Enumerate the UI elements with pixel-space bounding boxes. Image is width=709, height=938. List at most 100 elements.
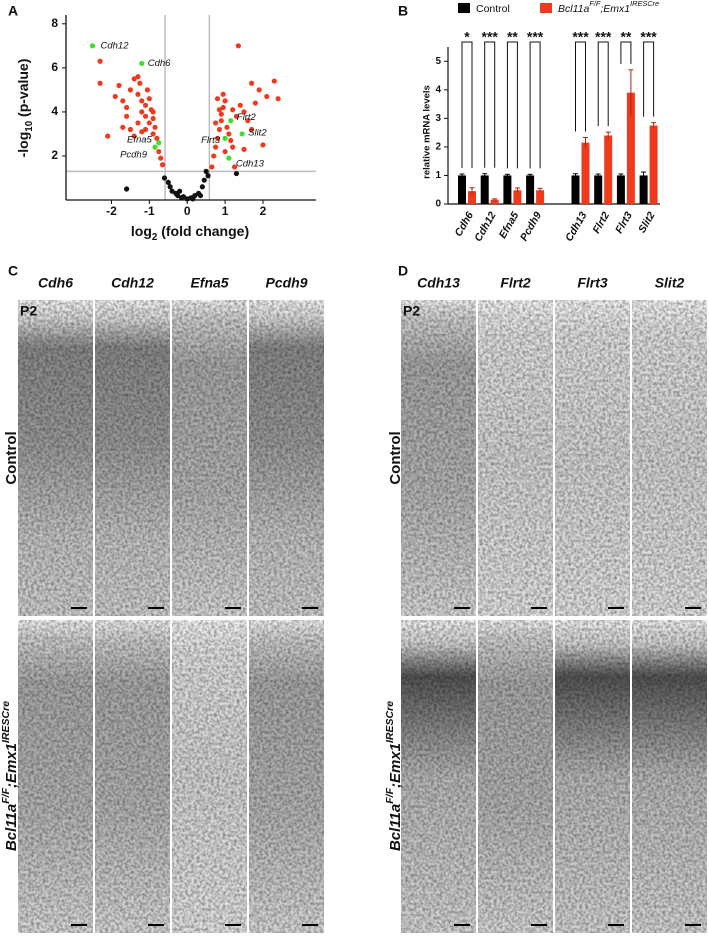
micrograph-texture — [632, 620, 707, 933]
column-header: Cdh6 — [38, 275, 73, 291]
point-label: Slit2 — [248, 127, 267, 138]
data-point — [116, 82, 122, 89]
micrograph-texture — [632, 300, 707, 616]
text-part: F/F — [384, 787, 396, 803]
point-label: Cdh13 — [236, 159, 265, 170]
legend-label: Bcl11aF/F;Emx1IRESCre — [558, 0, 659, 15]
micrograph-texture — [172, 620, 247, 933]
x-tick-label: Cdh6 — [452, 210, 476, 239]
column-header: Flrt3 — [577, 275, 608, 291]
text-part: Bcl11a — [558, 3, 589, 15]
text-part: -log — [15, 132, 31, 158]
data-point — [205, 173, 211, 179]
x-axis-label: log2 (fold change) — [131, 223, 249, 243]
column-header: Pcdh9 — [265, 275, 307, 291]
error-bar — [537, 187, 543, 193]
data-point — [213, 120, 219, 126]
significance-bracket — [643, 41, 655, 117]
bar — [513, 190, 522, 204]
data-point — [231, 164, 238, 170]
significance-bracket — [461, 41, 473, 169]
legend-swatch — [458, 3, 470, 13]
bar — [649, 125, 658, 204]
significance-bracket — [620, 41, 632, 64]
x-tick-label: Flrt3 — [613, 210, 635, 236]
micrograph-texture — [401, 300, 476, 616]
data-point — [201, 177, 207, 183]
data-point — [271, 78, 277, 84]
data-point — [256, 87, 262, 93]
column-header: Slit2 — [655, 275, 685, 291]
significance-bracket — [597, 41, 609, 127]
bar — [458, 175, 466, 204]
x-tick-label: -1 — [144, 204, 155, 218]
row-label: Bcl11aF/F;Emx1IRESCre — [0, 701, 20, 851]
data-point — [199, 184, 205, 190]
point-label: Flrt2 — [237, 112, 257, 123]
micrograph-texture — [478, 300, 553, 616]
y-tick-label: 5 — [435, 56, 441, 67]
data-point — [139, 60, 145, 67]
data-point — [260, 142, 266, 148]
y-tick-label: 2 — [51, 148, 58, 162]
text-part: 2 — [152, 232, 158, 243]
significance-bracket — [529, 41, 541, 169]
data-point — [214, 96, 221, 102]
data-point — [156, 140, 162, 146]
significance-label: *** — [595, 29, 612, 45]
x-tick-label: 2 — [260, 204, 267, 218]
bar — [639, 175, 648, 204]
data-point — [239, 131, 245, 137]
micrograph-texture — [249, 620, 324, 933]
micrograph-texture — [555, 300, 630, 616]
text-part: log — [131, 223, 152, 239]
data-point — [144, 87, 151, 93]
data-point — [249, 80, 255, 86]
panel-label: A — [8, 3, 18, 19]
data-point — [146, 120, 152, 126]
text-part: Bcl11a — [3, 804, 20, 851]
panel-label: C — [8, 263, 18, 279]
text-part: Bcl11a — [387, 804, 404, 851]
data-point — [197, 192, 204, 199]
bar — [526, 175, 535, 204]
data-point — [222, 98, 228, 104]
error-bar — [641, 171, 647, 179]
significance-label: *** — [640, 29, 657, 45]
data-point — [120, 124, 126, 130]
data-point — [142, 113, 149, 119]
x-tick-label: -2 — [106, 204, 117, 218]
data-point — [152, 144, 158, 150]
data-point — [142, 126, 149, 133]
data-point — [230, 107, 236, 113]
point-label: Efna5 — [127, 134, 153, 145]
point-label: Pcdh9 — [120, 150, 148, 161]
stage-label: P2 — [403, 303, 420, 319]
data-point — [156, 148, 162, 155]
y-tick-label: 8 — [51, 16, 58, 30]
data-point — [159, 162, 166, 168]
data-point — [218, 118, 224, 124]
micrograph-texture — [555, 620, 630, 933]
error-bar — [595, 173, 601, 177]
error-bar — [459, 173, 465, 177]
micrograph-texture — [401, 620, 476, 933]
data-point — [264, 93, 270, 100]
data-point — [150, 115, 156, 122]
legend-swatch — [540, 3, 552, 13]
significance-bracket — [484, 41, 496, 168]
data-point — [224, 124, 230, 130]
micrograph-texture — [95, 620, 170, 933]
error-bar — [527, 173, 533, 177]
column-header: Cdh12 — [111, 275, 154, 291]
data-point — [222, 148, 228, 155]
data-point — [220, 91, 226, 97]
error-bar — [514, 187, 520, 193]
data-point — [97, 80, 103, 86]
data-point — [127, 126, 133, 133]
significance-label: *** — [482, 29, 499, 45]
column-header: Efna5 — [190, 275, 228, 291]
text-part: IRESCre — [630, 0, 659, 8]
text-part: F/F — [0, 787, 12, 803]
